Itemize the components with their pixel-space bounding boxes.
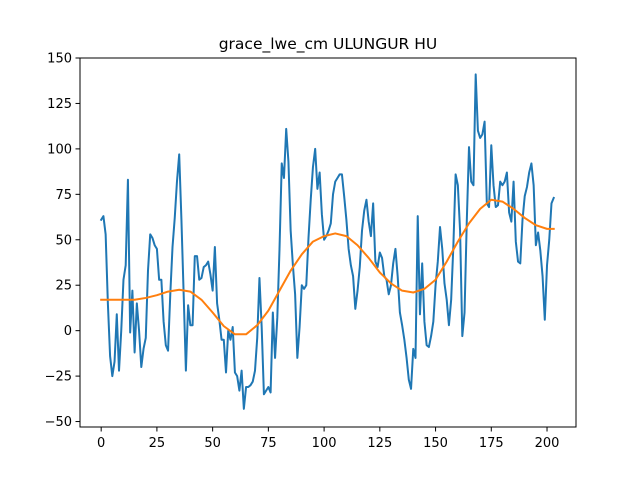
- x-tick-label: 75: [260, 436, 277, 451]
- series-line-smoothed: [100, 198, 555, 336]
- y-tick-label: 50: [55, 233, 72, 248]
- y-tick-label: 125: [47, 97, 72, 112]
- x-tick-label: 100: [312, 436, 337, 451]
- y-tick-label: 0: [64, 324, 72, 339]
- x-tick-label: 200: [535, 436, 560, 451]
- y-tick-label: 75: [55, 188, 72, 203]
- x-tick-label: 0: [97, 436, 105, 451]
- chart-title: grace_lwe_cm ULUNGUR HU: [219, 35, 438, 54]
- y-tick-label: −25: [45, 370, 72, 385]
- y-tick-label: 150: [47, 52, 72, 67]
- x-tick-label: 50: [204, 436, 221, 451]
- series-line-observed: [99, 73, 556, 410]
- y-tick-label: 100: [47, 142, 72, 157]
- x-tick-label: 175: [479, 436, 504, 451]
- y-tick-label: −50: [45, 415, 72, 430]
- x-tick-label: 125: [367, 436, 392, 451]
- y-tick-label: 25: [55, 279, 72, 294]
- x-tick-label: 25: [149, 436, 166, 451]
- plot-frame: [79, 57, 577, 428]
- x-tick-label: 150: [423, 436, 448, 451]
